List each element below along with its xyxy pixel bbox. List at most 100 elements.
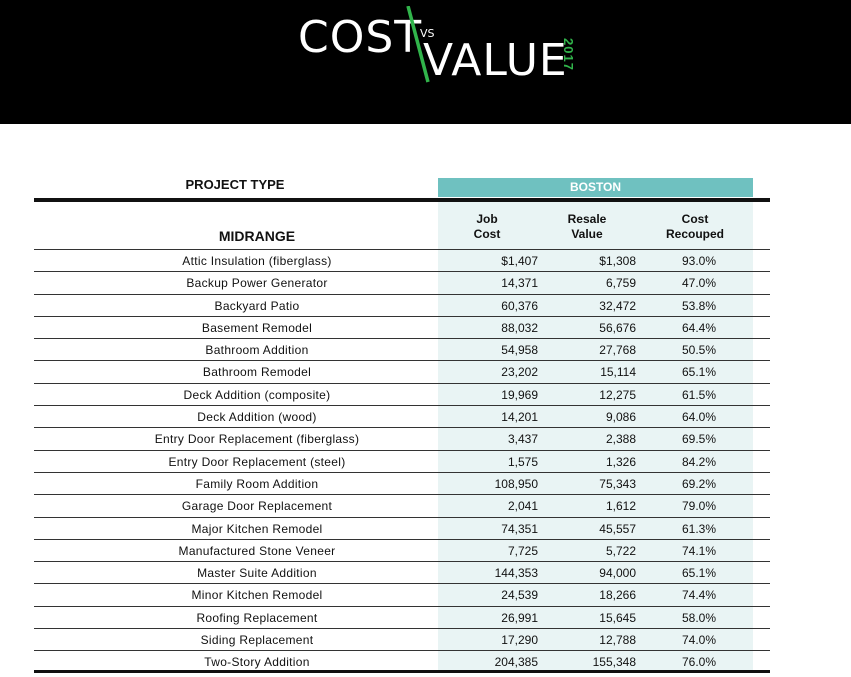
project-name: Backup Power Generator <box>186 276 328 291</box>
resale-value: 32,472 <box>599 298 636 313</box>
job-cost-value: 23,202 <box>501 365 538 380</box>
job-cost-value: 60,376 <box>501 298 538 313</box>
header-banner: COST VS VALUE 2017 <box>0 0 851 124</box>
table-row: Deck Addition (composite) 19,969 12,275 … <box>34 382 770 405</box>
cost-recouped-value: 69.5% <box>681 432 717 447</box>
column-header-line: Resale <box>567 212 607 226</box>
project-name: Attic Insulation (fiberglass) <box>182 254 332 268</box>
resale-value: 12,788 <box>599 633 636 648</box>
resale-value: 75,343 <box>599 476 636 491</box>
cost-recouped-value: 65.1% <box>681 566 717 581</box>
logo-year-text: 2017 <box>561 38 576 71</box>
job-cost-value: 19,969 <box>501 387 538 402</box>
cost-recouped-value: 61.3% <box>681 521 717 536</box>
cost-recouped-value: 93.0% <box>681 254 717 268</box>
table-row: Minor Kitchen Remodel 24,539 18,266 74.4… <box>34 583 770 605</box>
table-row: Master Suite Addition 144,353 94,000 65.… <box>34 561 770 583</box>
project-name: Entry Door Replacement (fiberglass) <box>154 432 360 447</box>
resale-value: 18,266 <box>599 588 636 603</box>
job-cost-value: 54,958 <box>501 343 538 358</box>
job-cost-value: $1,407 <box>501 254 538 268</box>
table-row: Basement Remodel 88,032 56,676 64.4% <box>34 315 770 338</box>
project-name: Minor Kitchen Remodel <box>191 588 323 603</box>
resale-value: 27,768 <box>599 343 636 358</box>
project-name: Backyard Patio <box>214 298 300 313</box>
project-name: Deck Addition (wood) <box>197 410 317 425</box>
resale-value: 155,348 <box>592 655 636 670</box>
column-header-resale-value: Resale Value <box>547 212 627 242</box>
project-name: Bathroom Remodel <box>202 365 312 380</box>
cost-recouped-value: 53.8% <box>681 298 717 313</box>
resale-value: 1,612 <box>605 499 636 514</box>
project-name: Bathroom Addition <box>205 343 309 358</box>
logo-word-value: VALUE <box>423 35 568 86</box>
column-header-cost-recouped: Cost Recouped <box>655 212 735 242</box>
resale-value: 9,086 <box>605 410 636 425</box>
category-heading: MIDRANGE <box>218 228 296 244</box>
project-name: Major Kitchen Remodel <box>191 521 323 536</box>
table-row: Bathroom Addition 54,958 27,768 50.5% <box>34 338 770 360</box>
project-type-heading: PROJECT TYPE <box>185 177 285 192</box>
table-row: Backup Power Generator 14,371 6,759 47.0… <box>34 271 770 293</box>
job-cost-value: 144,353 <box>494 566 538 581</box>
job-cost-value: 7,725 <box>507 543 538 558</box>
job-cost-value: 24,539 <box>501 588 538 603</box>
resale-value: 15,114 <box>600 365 636 380</box>
resale-value: 1,326 <box>605 454 636 469</box>
cost-recouped-value: 76.0% <box>681 655 717 670</box>
project-name: Family Room Addition <box>195 476 319 491</box>
job-cost-value: 1,575 <box>507 454 538 469</box>
column-header-line: Recouped <box>665 227 724 241</box>
cost-recouped-value: 79.0% <box>681 499 717 514</box>
project-name: Entry Door Replacement (steel) <box>168 454 346 469</box>
logo-word-vs: VS <box>420 27 435 40</box>
logo-year: 2017 <box>560 36 580 86</box>
table-row: Two-Story Addition 204,385 155,348 76.0% <box>34 650 770 673</box>
city-heading: BOSTON <box>438 178 753 197</box>
project-name: Master Suite Addition <box>197 566 317 581</box>
table-row: Major Kitchen Remodel 74,351 45,557 61.3… <box>34 516 770 539</box>
table-row: Siding Replacement 17,290 12,788 74.0% <box>34 628 770 650</box>
cost-recouped-value: 58.0% <box>681 610 717 625</box>
cost-recouped-value: 74.0% <box>681 633 717 648</box>
project-name: Manufactured Stone Veneer <box>178 543 336 558</box>
project-name: Two-Story Addition <box>204 655 310 670</box>
cost-vs-value-logo: COST VS VALUE 2017 <box>298 6 598 86</box>
resale-value: 15,645 <box>599 610 636 625</box>
table-row: Garage Door Replacement 2,041 1,612 79.0… <box>34 494 770 516</box>
cost-recouped-value: 47.0% <box>681 276 717 291</box>
column-header-line: Cost <box>473 227 501 241</box>
project-name: Siding Replacement <box>200 633 314 648</box>
job-cost-value: 2,041 <box>507 499 538 514</box>
project-name: Deck Addition (composite) <box>183 387 331 402</box>
resale-value: $1,308 <box>599 254 636 268</box>
job-cost-value: 108,950 <box>494 476 538 491</box>
logo-word-cost: COST <box>298 12 423 63</box>
table-row: Manufactured Stone Veneer 7,725 5,722 74… <box>34 538 770 561</box>
cost-recouped-value: 74.4% <box>681 588 717 603</box>
cost-recouped-value: 84.2% <box>681 454 717 469</box>
header-divider <box>34 198 770 202</box>
job-cost-value: 74,351 <box>501 521 538 536</box>
cost-recouped-value: 69.2% <box>681 476 717 491</box>
resale-value: 6,759 <box>605 276 636 291</box>
cost-recouped-value: 50.5% <box>681 343 717 358</box>
cost-recouped-value: 64.0% <box>681 410 717 425</box>
job-cost-value: 204,385 <box>494 655 538 670</box>
column-header-line: Cost <box>681 212 709 226</box>
job-cost-value: 3,437 <box>507 432 538 447</box>
resale-value: 56,676 <box>599 320 636 335</box>
job-cost-value: 26,991 <box>501 610 538 625</box>
resale-value: 2,388 <box>605 432 636 447</box>
job-cost-value: 17,290 <box>501 633 538 648</box>
resale-value: 12,275 <box>599 387 636 402</box>
cost-recouped-value: 64.4% <box>681 320 717 335</box>
project-name: Roofing Replacement <box>196 610 318 625</box>
table-row: Attic Insulation (fiberglass) $1,407 $1,… <box>34 249 770 271</box>
column-header-line: Value <box>571 227 603 241</box>
cost-recouped-value: 61.5% <box>681 387 717 402</box>
cost-recouped-value: 65.1% <box>681 365 717 380</box>
table-row: Bathroom Remodel 23,202 15,114 65.1% <box>34 360 770 382</box>
table-row: Entry Door Replacement (fiberglass) 3,43… <box>34 427 770 449</box>
project-name: Garage Door Replacement <box>181 499 333 514</box>
